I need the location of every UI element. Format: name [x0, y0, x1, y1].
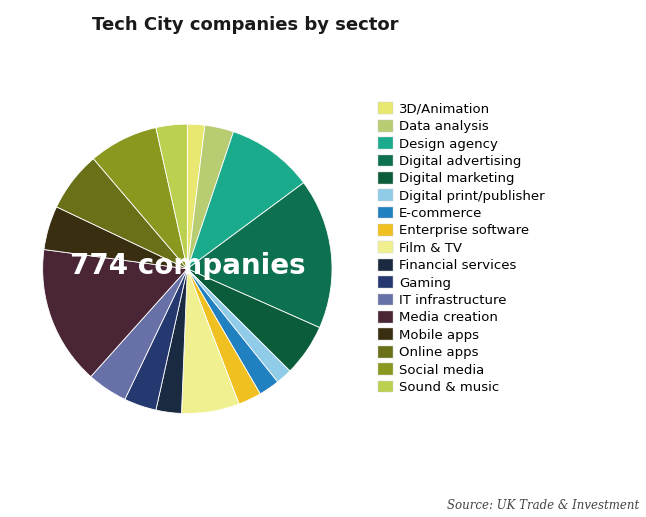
Wedge shape	[156, 269, 187, 414]
Wedge shape	[91, 269, 187, 399]
Wedge shape	[187, 183, 332, 328]
Wedge shape	[187, 132, 304, 269]
Text: Source: UK Trade & Investment: Source: UK Trade & Investment	[447, 499, 640, 512]
Text: Tech City companies by sector: Tech City companies by sector	[92, 16, 399, 34]
Wedge shape	[44, 207, 187, 269]
Wedge shape	[187, 269, 278, 394]
Wedge shape	[187, 269, 320, 371]
Wedge shape	[57, 159, 187, 269]
Text: 774 companies: 774 companies	[70, 252, 305, 280]
Wedge shape	[187, 125, 233, 269]
Wedge shape	[156, 124, 187, 269]
Wedge shape	[187, 269, 290, 382]
Wedge shape	[187, 124, 205, 269]
Wedge shape	[125, 269, 187, 410]
Wedge shape	[43, 250, 187, 376]
Wedge shape	[94, 128, 187, 269]
Wedge shape	[182, 269, 239, 414]
Legend: 3D/Animation, Data analysis, Design agency, Digital advertising, Digital marketi: 3D/Animation, Data analysis, Design agen…	[378, 102, 545, 394]
Wedge shape	[187, 269, 260, 404]
